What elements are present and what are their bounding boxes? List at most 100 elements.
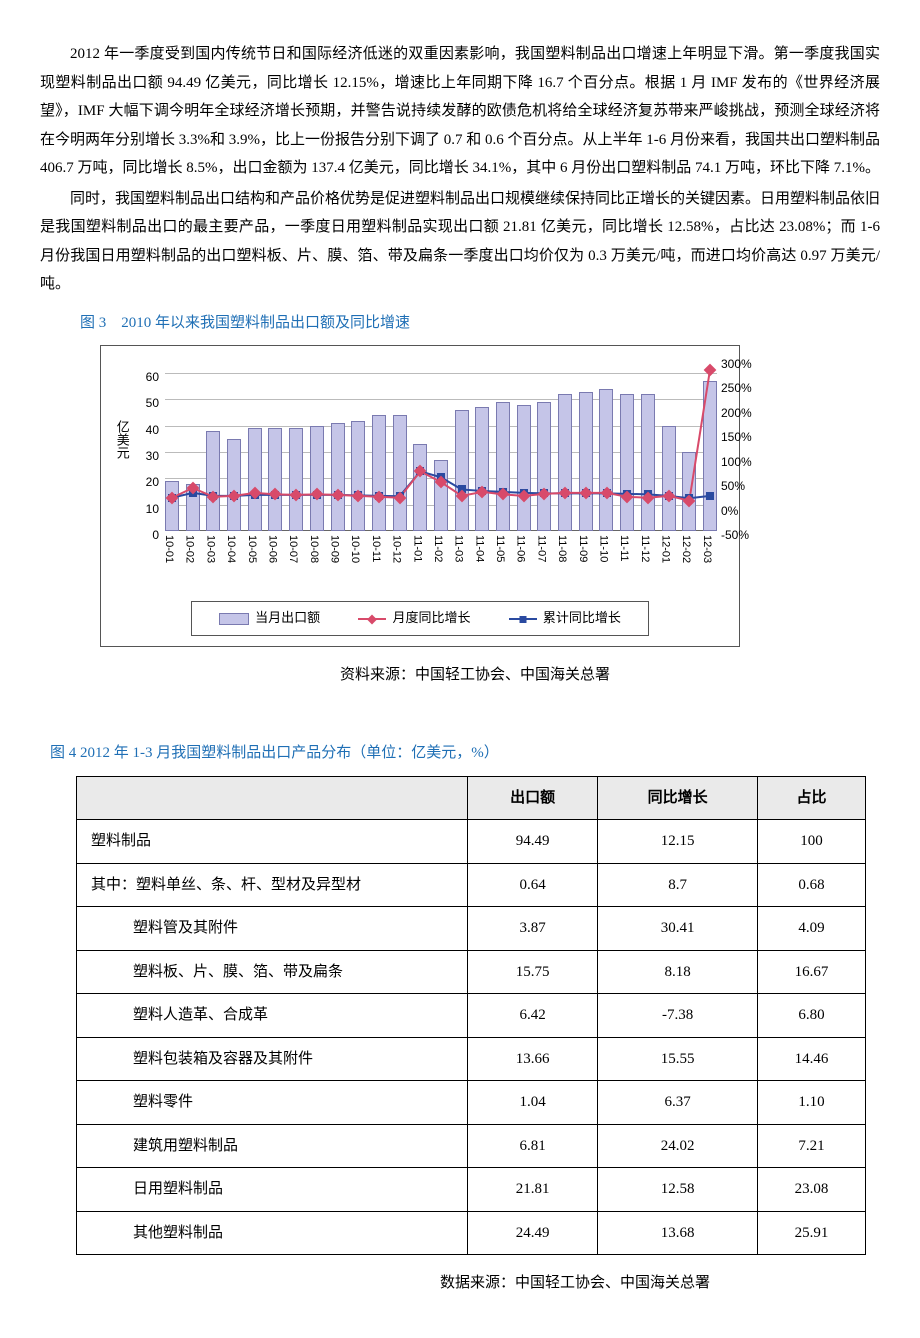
table-header-cell: 占比 xyxy=(758,776,866,820)
row-value-cell: 0.64 xyxy=(468,863,598,907)
row-value-cell: 14.46 xyxy=(758,1037,866,1081)
bar xyxy=(579,392,593,531)
x-tick-label: 10-06 xyxy=(268,535,282,575)
x-tick-label: 11-05 xyxy=(496,535,510,575)
bar xyxy=(413,444,427,531)
row-value-cell: 3.87 xyxy=(468,907,598,951)
row-value-cell: 8.18 xyxy=(598,950,758,994)
bar xyxy=(165,481,179,531)
x-tick-label: 10-12 xyxy=(393,535,407,575)
row-value-cell: 21.81 xyxy=(468,1168,598,1212)
bar xyxy=(703,381,717,531)
y-left-tick: 50 xyxy=(129,392,159,415)
y-left-tick: 10 xyxy=(129,498,159,521)
row-value-cell: 7.21 xyxy=(758,1124,866,1168)
row-name-cell: 日用塑料制品 xyxy=(77,1168,468,1212)
figure3-chart: 亿美元 0102030405060-50%0%50%100%150%200%25… xyxy=(100,345,740,647)
bar xyxy=(537,402,551,531)
row-value-cell: 94.49 xyxy=(468,820,598,864)
x-tick-label: 12-02 xyxy=(682,535,696,575)
row-value-cell: 15.75 xyxy=(468,950,598,994)
bar xyxy=(558,394,572,531)
table-row: 其中：塑料单丝、条、杆、型材及异型材0.648.70.68 xyxy=(77,863,866,907)
x-tick-label: 10-05 xyxy=(248,535,262,575)
bar xyxy=(268,428,282,531)
x-tick-label: 11-10 xyxy=(599,535,613,575)
row-value-cell: 25.91 xyxy=(758,1211,866,1255)
x-tick-label: 11-06 xyxy=(517,535,531,575)
row-name-cell: 其中：塑料单丝、条、杆、型材及异型材 xyxy=(77,863,468,907)
bar xyxy=(517,405,531,531)
x-tick-label: 12-01 xyxy=(662,535,676,575)
row-name-cell: 塑料制品 xyxy=(77,820,468,864)
y-left-tick: 0 xyxy=(129,524,159,547)
x-tick-label: 10-07 xyxy=(289,535,303,575)
table-row: 塑料人造革、合成革6.42-7.386.80 xyxy=(77,994,866,1038)
bar xyxy=(475,407,489,531)
table-row: 塑料包装箱及容器及其附件13.6615.5514.46 xyxy=(77,1037,866,1081)
bar xyxy=(331,423,345,531)
bar xyxy=(455,410,469,531)
row-value-cell: 100 xyxy=(758,820,866,864)
row-value-cell: 13.68 xyxy=(598,1211,758,1255)
row-value-cell: 6.80 xyxy=(758,994,866,1038)
row-name-cell: 塑料板、片、膜、箔、带及扁条 xyxy=(77,950,468,994)
y-left-tick: 40 xyxy=(129,419,159,442)
figure4-title: 图 4 2012 年 1-3 月我国塑料制品出口产品分布（单位：亿美元，%） xyxy=(50,739,880,768)
x-tick-label: 11-07 xyxy=(537,535,551,575)
table-header-cell: 出口额 xyxy=(468,776,598,820)
row-value-cell: 13.66 xyxy=(468,1037,598,1081)
y-left-tick: 20 xyxy=(129,471,159,494)
x-tick-label: 11-08 xyxy=(558,535,572,575)
row-value-cell: 30.41 xyxy=(598,907,758,951)
y-right-tick: 200% xyxy=(721,402,761,425)
row-value-cell: 1.04 xyxy=(468,1081,598,1125)
y-right-tick: 300% xyxy=(721,353,761,376)
body-paragraph-1: 2012 年一季度受到国内传统节日和国际经济低迷的双重因素影响，我国塑料制品出口… xyxy=(40,40,880,183)
row-value-cell: 12.15 xyxy=(598,820,758,864)
chart-legend: 当月出口额 月度同比增长 累计同比增长 xyxy=(191,601,649,636)
body-paragraph-2: 同时，我国塑料制品出口结构和产品价格优势是促进塑料制品出口规模继续保持同比正增长… xyxy=(40,185,880,299)
row-name-cell: 塑料管及其附件 xyxy=(77,907,468,951)
y-left-tick: 30 xyxy=(129,445,159,468)
y-right-tick: 250% xyxy=(721,377,761,400)
x-tick-label: 12-03 xyxy=(703,535,717,575)
bar xyxy=(372,415,386,531)
bar xyxy=(496,402,510,531)
x-tick-label: 11-02 xyxy=(434,535,448,575)
table-row: 塑料零件1.046.371.10 xyxy=(77,1081,866,1125)
row-name-cell: 塑料包装箱及容器及其附件 xyxy=(77,1037,468,1081)
bar xyxy=(351,421,365,531)
row-value-cell: 16.67 xyxy=(758,950,866,994)
bar xyxy=(289,428,303,531)
table-row: 日用塑料制品21.8112.5823.08 xyxy=(77,1168,866,1212)
bar xyxy=(641,394,655,531)
x-tick-label: 10-09 xyxy=(331,535,345,575)
table-row: 塑料管及其附件3.8730.414.09 xyxy=(77,907,866,951)
x-tick-label: 11-01 xyxy=(413,535,427,575)
x-tick-label: 11-04 xyxy=(475,535,489,575)
row-name-cell: 塑料人造革、合成革 xyxy=(77,994,468,1038)
bar xyxy=(206,431,220,531)
row-value-cell: 12.58 xyxy=(598,1168,758,1212)
table-header-cell: 同比增长 xyxy=(598,776,758,820)
bar xyxy=(682,452,696,531)
row-name-cell: 其他塑料制品 xyxy=(77,1211,468,1255)
bar xyxy=(310,426,324,531)
x-tick-label: 11-12 xyxy=(641,535,655,575)
x-tick-label: 10-01 xyxy=(165,535,179,575)
x-tick-label: 11-11 xyxy=(620,535,634,575)
x-tick-label: 10-03 xyxy=(206,535,220,575)
figure4-table: 出口额同比增长占比 塑料制品94.4912.15100其中：塑料单丝、条、杆、型… xyxy=(76,776,866,1256)
row-value-cell: 24.49 xyxy=(468,1211,598,1255)
table-row: 塑料板、片、膜、箔、带及扁条15.758.1816.67 xyxy=(77,950,866,994)
row-value-cell: -7.38 xyxy=(598,994,758,1038)
row-name-cell: 塑料零件 xyxy=(77,1081,468,1125)
legend-cum-label: 累计同比增长 xyxy=(543,610,621,625)
bar xyxy=(434,460,448,531)
x-tick-label: 10-08 xyxy=(310,535,324,575)
row-value-cell: 23.08 xyxy=(758,1168,866,1212)
y-right-tick: 150% xyxy=(721,426,761,449)
row-value-cell: 4.09 xyxy=(758,907,866,951)
table-header-cell xyxy=(77,776,468,820)
